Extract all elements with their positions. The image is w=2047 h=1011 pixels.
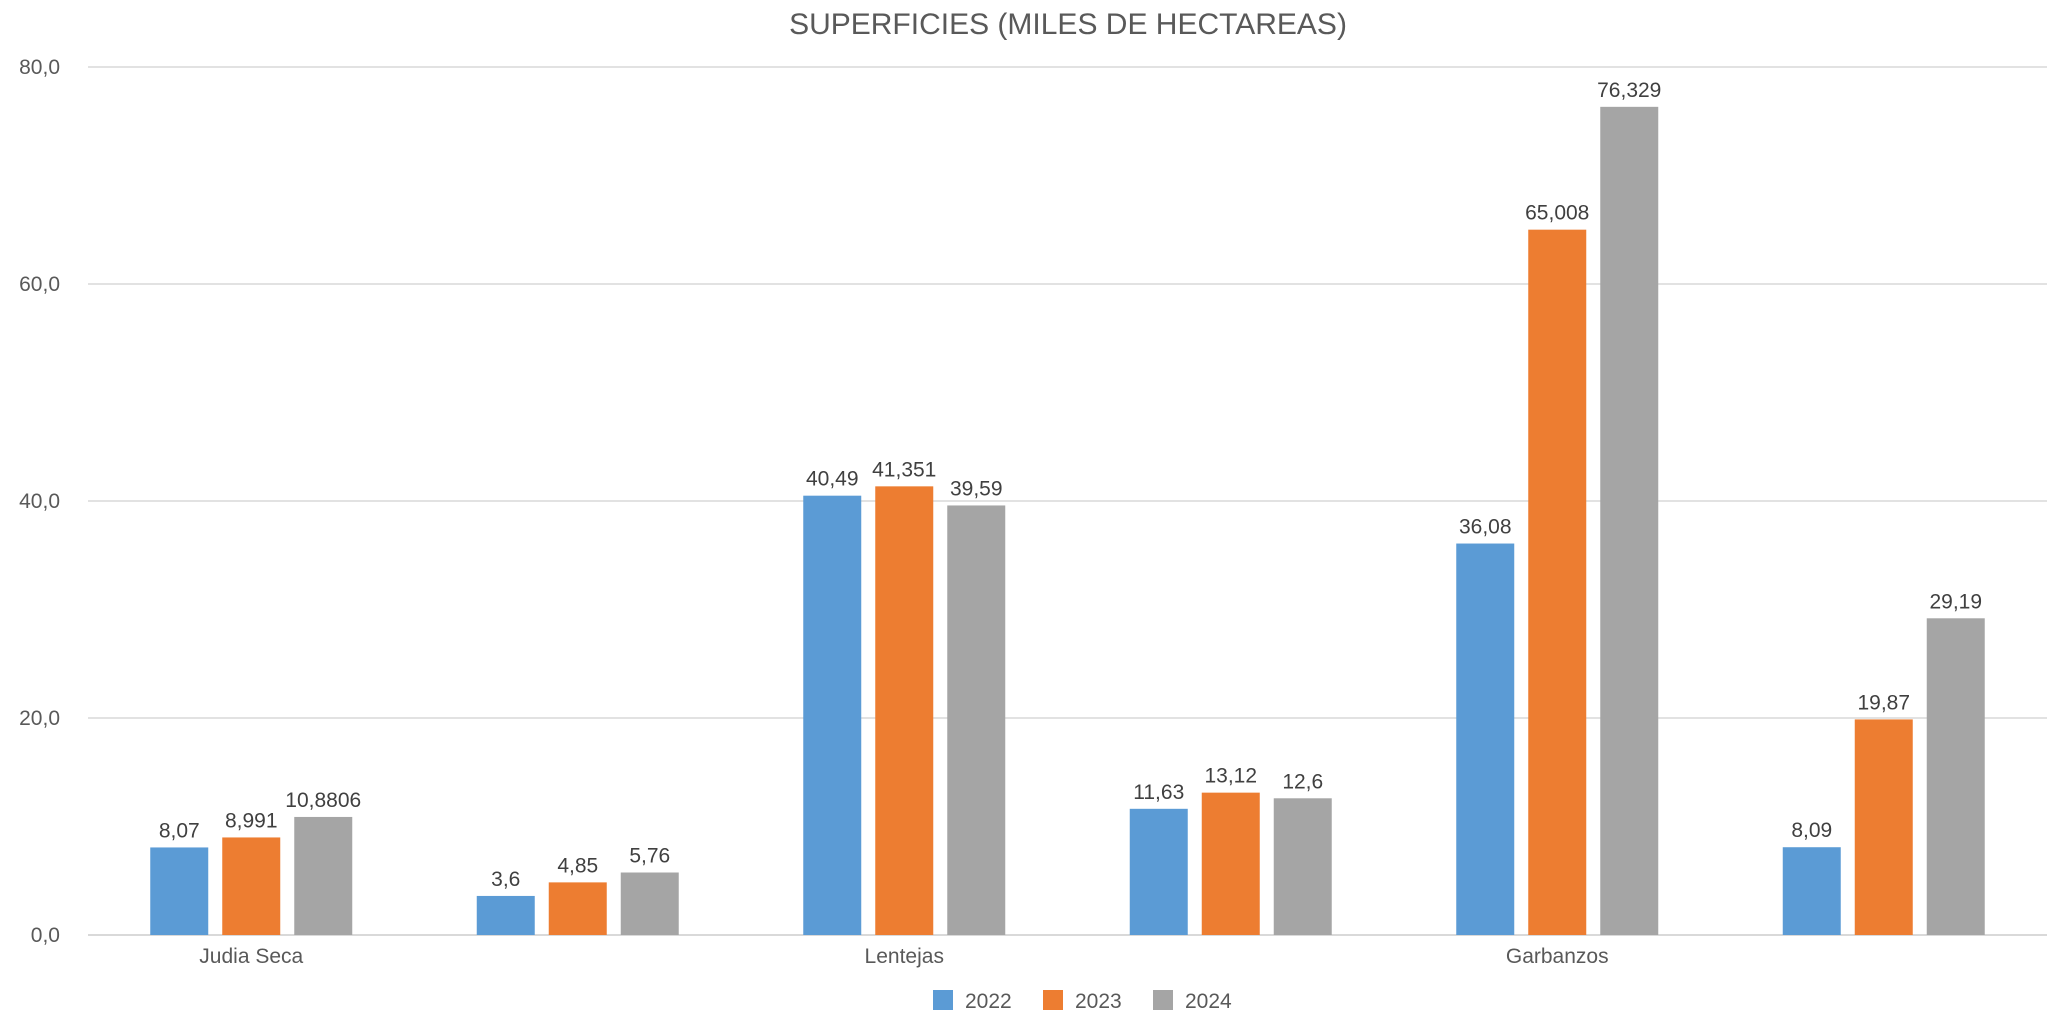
legend: 2022 2023 2024 — [933, 990, 1232, 1011]
bars — [150, 106, 1985, 936]
bar-2022 — [150, 847, 209, 935]
bar-2024 — [1600, 106, 1659, 936]
y-tick-label: 40,0 — [19, 490, 60, 513]
bar-2023 — [1528, 229, 1587, 935]
bar-2024 — [1273, 798, 1332, 935]
data-label: 41,351 — [872, 458, 936, 481]
data-label: 76,329 — [1597, 79, 1661, 102]
gridlines — [88, 66, 2047, 936]
data-label: 5,76 — [629, 845, 670, 868]
legend-swatch-2024 — [1153, 990, 1173, 1010]
data-label: 8,07 — [159, 819, 200, 842]
data-label: 4,85 — [557, 854, 598, 877]
legend-label: 2022 — [965, 990, 1012, 1011]
bar-2023 — [1854, 719, 1913, 935]
chart-title: SUPERFICIES (MILES DE HECTAREAS) — [789, 8, 1347, 41]
data-label: 10,8806 — [285, 789, 361, 812]
y-tick-label: 0,0 — [31, 924, 60, 947]
bar-2022 — [803, 495, 862, 935]
data-label: 3,6 — [491, 868, 520, 891]
data-label: 13,12 — [1204, 765, 1257, 788]
bar-2024 — [1926, 618, 1985, 935]
bar-2023 — [875, 486, 934, 935]
legend-swatch-2023 — [1043, 990, 1063, 1010]
y-tick-label: 80,0 — [19, 56, 60, 79]
x-tick-label: Judia Seca — [199, 945, 303, 968]
data-label: 36,08 — [1459, 516, 1512, 539]
bar-2022 — [476, 895, 535, 935]
data-label: 65,008 — [1525, 202, 1589, 225]
bar-2023 — [1201, 792, 1260, 935]
legend-label: 2024 — [1185, 990, 1232, 1011]
y-tick-label: 20,0 — [19, 707, 60, 730]
y-axis-ticks: 0,0 20,0 40,0 60,0 80,0 — [19, 56, 60, 947]
data-label: 19,87 — [1857, 691, 1910, 714]
bar-2023 — [548, 882, 607, 935]
bar-2022 — [1456, 543, 1515, 935]
legend-swatch-2022 — [933, 990, 953, 1010]
bar-2024 — [294, 816, 353, 935]
bar-2024 — [620, 872, 679, 935]
x-tick-label: Garbanzos — [1506, 945, 1609, 968]
bar-2023 — [222, 837, 281, 935]
data-label: 12,6 — [1282, 770, 1323, 793]
data-label: 11,63 — [1133, 781, 1184, 804]
bar-2024 — [947, 505, 1006, 935]
data-label: 39,59 — [950, 477, 1003, 500]
y-tick-label: 60,0 — [19, 273, 60, 296]
legend-label: 2023 — [1075, 990, 1122, 1011]
data-label: 29,19 — [1929, 590, 1982, 613]
x-axis-ticks: Judia Seca Lentejas Garbanzos — [199, 945, 1608, 968]
data-label: 8,09 — [1791, 819, 1832, 842]
bar-2022 — [1129, 808, 1188, 935]
data-label: 8,991 — [225, 809, 278, 832]
bar-2022 — [1782, 847, 1841, 935]
data-labels: 8,07 8,991 10,8806 3,6 4,85 5,76 40,49 41,351 39… — [159, 79, 1982, 891]
data-label: 40,49 — [806, 468, 859, 491]
x-tick-label: Lentejas — [865, 945, 944, 968]
